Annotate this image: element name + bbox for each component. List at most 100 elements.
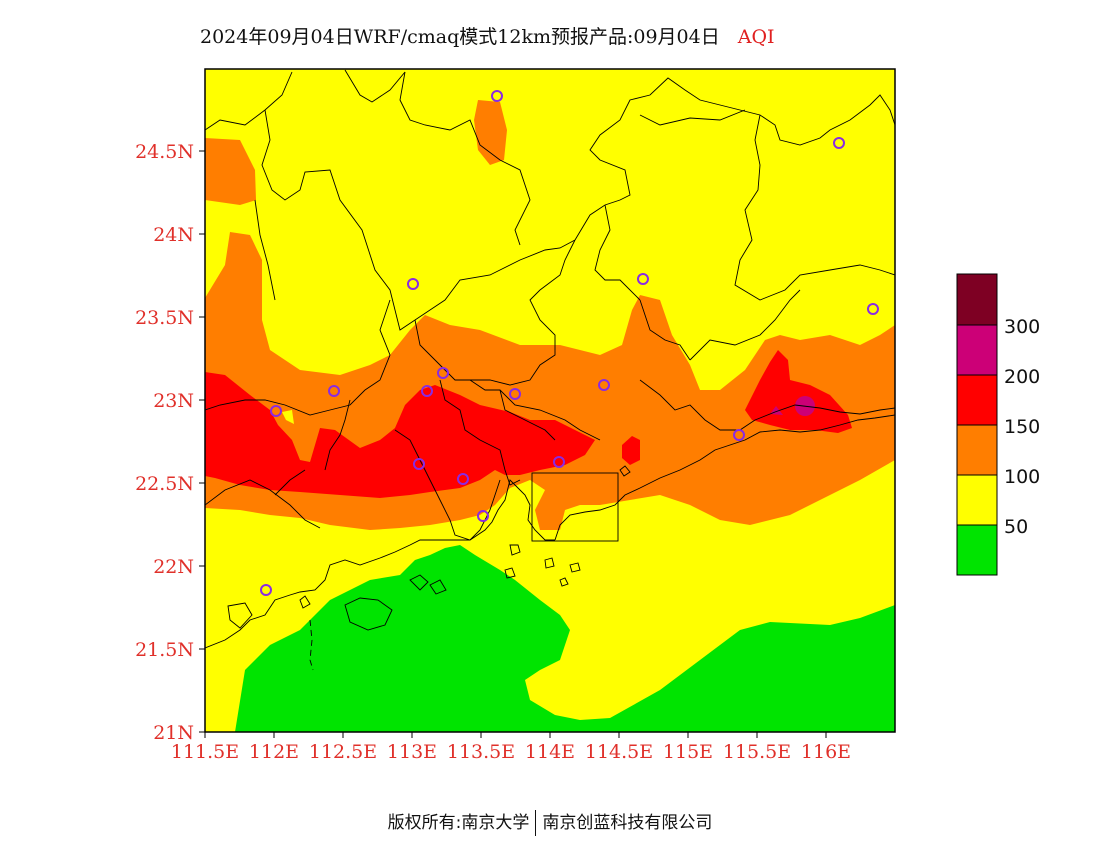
- boundary-line: [205, 299, 391, 416]
- station-marker: [491, 90, 503, 102]
- coastline-east: [554, 414, 895, 541]
- boundary-line: [639, 299, 691, 361]
- legend-swatch-0-50: [956, 524, 998, 576]
- station-markers: [260, 90, 879, 596]
- copyright-footer: 版权所有:南京大学 南京创蓝科技有限公司: [0, 808, 1100, 836]
- station-marker: [867, 303, 879, 315]
- island: [544, 557, 555, 569]
- boundary-line: [261, 109, 576, 331]
- x-tick-labels: 111.5E 112E 112.5E 113E 113.5E 114E 114.…: [171, 741, 851, 763]
- aqi-fill-orange-nw: [205, 138, 256, 205]
- station-marker: [553, 456, 565, 468]
- legend-swatch-200-300: [956, 324, 998, 376]
- aqi-fill-red-east-small: [622, 436, 640, 465]
- boundary-line: [594, 204, 641, 301]
- legend-label-100: 100: [1004, 466, 1041, 488]
- x-tick-label: 113.5E: [447, 741, 515, 763]
- y-tick-label: 23N: [153, 390, 194, 412]
- legend-swatch-150-200: [956, 374, 998, 426]
- legend-label-200: 200: [1004, 366, 1041, 388]
- station-marker: [477, 510, 489, 522]
- copyright-owner: 版权所有:南京大学: [387, 813, 530, 833]
- boundary-line: [205, 479, 321, 529]
- island: [409, 574, 429, 591]
- boundary-line: [394, 429, 501, 541]
- y-tick-label: 21.5N: [135, 639, 194, 661]
- boundary-line: [499, 389, 556, 441]
- boundary-line: [469, 379, 601, 441]
- legend-swatch-300plus: [956, 273, 998, 326]
- boundary-line: [639, 109, 746, 126]
- boundary-line: [254, 199, 276, 301]
- map-title-product: AQI: [737, 26, 775, 48]
- boundary-line: [324, 399, 351, 471]
- station-marker: [270, 405, 282, 417]
- aqi-fill-green: [235, 545, 895, 732]
- legend-colorbar: [956, 273, 998, 576]
- legend-label-300: 300: [1004, 316, 1041, 338]
- station-marker: [457, 473, 469, 485]
- footer-divider: [535, 810, 537, 836]
- aqi-fill-yellow-hole: [282, 410, 294, 424]
- boundary-line: [734, 114, 895, 301]
- x-tick-label: 115E: [663, 741, 713, 763]
- coastline: [205, 414, 895, 671]
- station-marker: [833, 137, 845, 149]
- station-marker: [413, 458, 425, 470]
- aqi-field: [205, 69, 895, 732]
- island: [619, 465, 631, 477]
- island: [559, 577, 569, 587]
- island: [504, 567, 516, 579]
- island: [569, 562, 581, 573]
- boundary-line: [205, 71, 293, 131]
- x-tick-label: 114E: [525, 741, 575, 763]
- legend-label-50: 50: [1004, 516, 1029, 538]
- station-marker: [509, 388, 521, 400]
- station-marker: [733, 429, 745, 441]
- axis-ticks: [199, 150, 827, 738]
- legend-label-150: 150: [1004, 416, 1041, 438]
- boundary-line: [439, 379, 521, 486]
- y-tick-label: 22N: [153, 556, 194, 578]
- boundary-line: [399, 71, 531, 246]
- x-tick-label: 115.5E: [723, 741, 791, 763]
- island: [344, 597, 393, 631]
- station-marker: [260, 584, 272, 596]
- station-marker: [407, 278, 419, 290]
- station-marker: [328, 385, 340, 397]
- y-tick-label: 24N: [153, 224, 194, 246]
- hk-box: [531, 472, 619, 542]
- aqi-fill-orange-north: [474, 100, 507, 165]
- aqi-fill-red-west: [205, 372, 595, 498]
- x-tick-label: 111.5E: [171, 741, 239, 763]
- x-tick-label: 112E: [249, 741, 299, 763]
- legend-swatch-50-100: [956, 474, 998, 526]
- x-tick-label: 112.5E: [309, 741, 377, 763]
- station-marker: [437, 367, 449, 379]
- admin-boundaries: [205, 69, 895, 541]
- map-title: 2024年09月04日WRF/cmaq模式12km预报产品:09月04日 AQI: [200, 22, 775, 49]
- island: [227, 602, 253, 629]
- boundary-line: [689, 289, 801, 361]
- y-tick-label: 22.5N: [135, 473, 194, 495]
- boundary-line: [414, 319, 470, 381]
- copyright-company: 南京创蓝科技有限公司: [542, 813, 713, 833]
- boundary-line: [344, 69, 406, 103]
- x-tick-label: 113E: [387, 741, 437, 763]
- y-tick-label: 21N: [153, 722, 194, 744]
- island: [299, 595, 311, 609]
- island: [429, 579, 447, 595]
- map-title-main: 2024年09月04日WRF/cmaq模式12km预报产品:09月04日: [200, 26, 720, 48]
- x-tick-label: 116E: [801, 741, 851, 763]
- y-tick-labels: 21N 21.5N 22N 22.5N 23N 23.5N 24N 24.5N: [135, 141, 194, 744]
- boundary-line: [574, 77, 895, 241]
- island-line: [309, 619, 314, 671]
- x-tick-label: 114.5E: [585, 741, 653, 763]
- station-marker: [637, 273, 649, 285]
- y-tick-label: 24.5N: [135, 141, 194, 163]
- legend-swatch-100-150: [956, 424, 998, 476]
- boundary-line: [470, 239, 576, 386]
- station-marker: [421, 385, 433, 397]
- y-tick-label: 23.5N: [135, 307, 194, 329]
